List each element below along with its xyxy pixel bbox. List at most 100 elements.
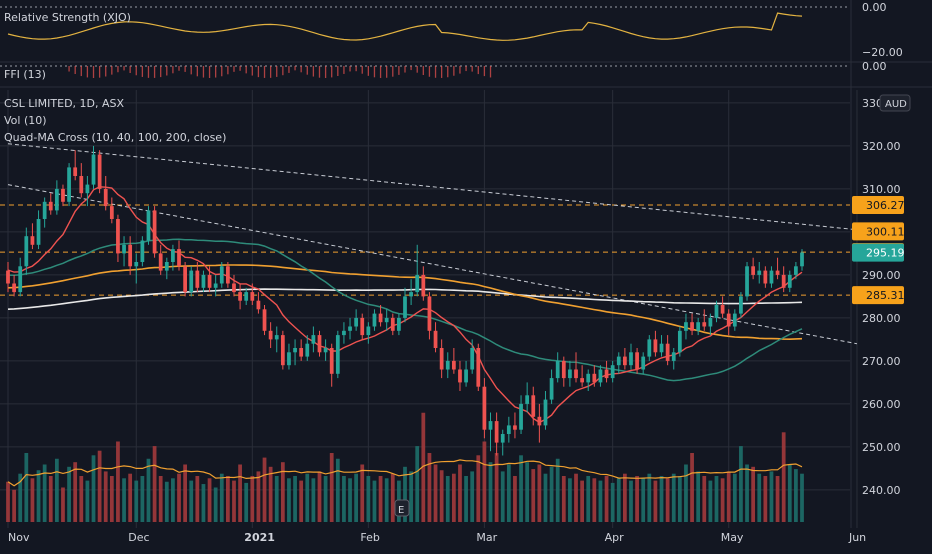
- candle-body: [610, 365, 615, 379]
- candle-body: [287, 352, 291, 366]
- volume-bar: [6, 481, 10, 522]
- volume-bar: [177, 473, 181, 522]
- candle-body: [537, 416, 542, 426]
- candle-body: [262, 309, 267, 331]
- volume-bar: [317, 471, 322, 522]
- relative-strength-pane: [0, 6, 850, 41]
- volume-bar: [641, 478, 646, 522]
- candle-body: [238, 292, 242, 301]
- candle-body: [12, 283, 16, 293]
- volume-bar: [543, 473, 548, 522]
- candle-body: [500, 434, 505, 443]
- candle-body: [525, 395, 530, 404]
- candle-body: [152, 210, 157, 254]
- volume-bar: [183, 464, 188, 522]
- price-badge: [852, 195, 904, 214]
- rs-line: [7, 12, 803, 41]
- candle-body: [781, 274, 786, 288]
- volume-bar: [116, 441, 120, 522]
- candle-body: [513, 425, 517, 430]
- volume-bar: [488, 462, 493, 522]
- gridlines: [0, 0, 932, 528]
- candle-body: [482, 386, 487, 430]
- candle-body: [732, 313, 737, 327]
- volume-bar: [140, 476, 145, 522]
- candle-body: [586, 373, 591, 383]
- volume-bar: [109, 476, 114, 522]
- ma100-line: [7, 264, 803, 341]
- candle-body: [458, 369, 462, 383]
- volume-bar: [61, 487, 65, 522]
- price-badge-label: 306.27: [866, 199, 905, 212]
- volume-bar: [18, 473, 23, 522]
- candle-body: [274, 335, 279, 340]
- volume-bar: [73, 462, 78, 522]
- candle-body: [268, 330, 273, 340]
- candle-body: [30, 236, 35, 245]
- volume-bar: [769, 471, 774, 522]
- volume-bar: [610, 482, 615, 522]
- volume-bar: [299, 480, 304, 522]
- legend-ma[interactable]: Quad-MA Cross (10, 40, 100, 200, close): [4, 131, 226, 144]
- volume-bar: [195, 476, 200, 522]
- volume-bar: [726, 471, 731, 522]
- volume-bar: [580, 480, 585, 522]
- candle-body: [671, 352, 676, 361]
- candle-body: [372, 313, 377, 327]
- trend-line: [7, 143, 858, 231]
- candle-body: [622, 356, 627, 366]
- legend-volume[interactable]: Vol (10): [4, 114, 47, 127]
- volume-bar: [274, 476, 279, 522]
- candle-body: [690, 322, 694, 331]
- volume-bar: [164, 481, 169, 522]
- candle-body: [763, 270, 768, 284]
- volume-bar: [604, 476, 609, 522]
- candle-body: [158, 253, 163, 271]
- volume-bar: [525, 462, 530, 522]
- y-tick-label: 310.00: [862, 183, 901, 196]
- candle-body: [177, 249, 181, 267]
- y-tick-label: 250.00: [862, 441, 901, 454]
- volume-bar: [189, 480, 194, 522]
- volume-bar: [635, 476, 639, 522]
- candle-body: [122, 244, 126, 254]
- candle-body: [775, 270, 780, 275]
- currency-label: AUD: [885, 99, 907, 110]
- volume-bar: [732, 473, 737, 522]
- volume-bar: [232, 480, 236, 522]
- volume-bar: [287, 478, 291, 522]
- y-tick-label: 290.00: [862, 269, 901, 282]
- volume-bar: [280, 462, 285, 522]
- volume-bar: [152, 446, 157, 522]
- volume-bar: [171, 478, 175, 522]
- volume-bar: [720, 478, 725, 522]
- earnings-marker-box[interactable]: [394, 499, 410, 517]
- volume-bar: [592, 478, 597, 522]
- volume-bar: [42, 464, 47, 522]
- earnings-marker[interactable]: E: [394, 499, 410, 517]
- candle-body: [726, 313, 731, 327]
- volume-bar: [342, 476, 346, 522]
- volume-bar: [794, 469, 798, 522]
- time-axis: Nov Dec 2021 Feb Mar Apr May Jun: [8, 531, 866, 544]
- volume-bar: [763, 476, 768, 522]
- candle-body: [146, 210, 151, 241]
- volume-bar: [30, 478, 35, 522]
- candle-body: [390, 317, 395, 331]
- y-tick-label: 240.00: [862, 484, 901, 497]
- volume-bar: [225, 476, 230, 522]
- candle-body: [134, 262, 139, 267]
- volume-bar: [378, 476, 383, 522]
- candle-body: [647, 339, 652, 357]
- volume-bar: [751, 466, 756, 522]
- legend-symbol[interactable]: CSL LIMITED, 1D, ASX: [4, 97, 124, 110]
- volume-bar: [690, 453, 694, 522]
- volume-bar: [250, 476, 255, 522]
- candle-body: [116, 219, 120, 254]
- volume-bar: [476, 455, 481, 522]
- candle-body: [67, 167, 71, 202]
- currency-badge[interactable]: [879, 94, 911, 112]
- volume-bar: [403, 466, 407, 522]
